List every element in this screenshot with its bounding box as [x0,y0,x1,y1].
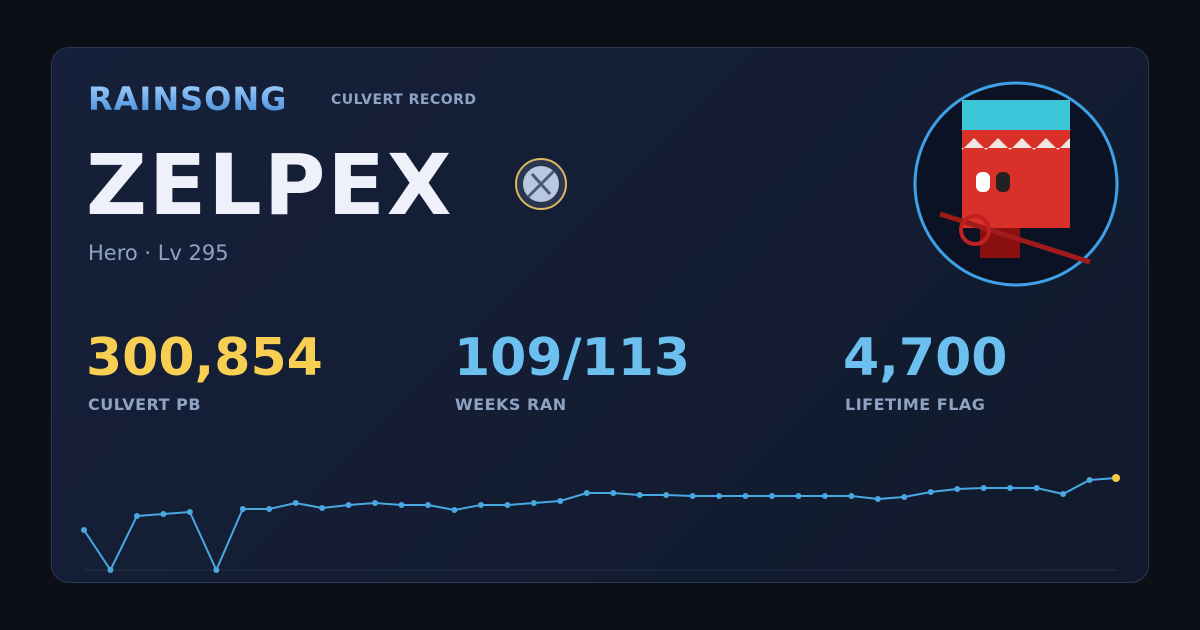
sparkline-point [239,505,246,512]
sparkline-point [848,492,855,499]
sparkline-point [160,511,167,518]
stat-label: WEEKS RAN [455,395,567,414]
sparkline-point [266,505,273,512]
sparkline-point [610,490,617,497]
sparkline-point [425,501,431,508]
sparkline-point [901,494,908,501]
sparkline-point [477,501,484,508]
sparkline-point [372,500,379,507]
brand: RAINSONG [88,80,288,118]
sparkline-point [1112,474,1120,482]
sparkline-point [319,505,326,512]
stat-value: 300,854 [86,328,323,388]
sparkline-point [689,492,696,499]
emblem [515,158,567,210]
sparkline-point [583,490,590,497]
sparkline-point [1033,485,1040,492]
sparkline-point [1060,491,1067,498]
player-name: ZELPEX [86,136,454,234]
sparkline-point [133,512,140,519]
sparkline-point [821,492,828,499]
sparkline-point [795,492,802,499]
stat-label: CULVERT PB [88,395,202,414]
sparkline [83,477,1117,573]
sparkline-point [742,492,749,499]
sparkline-point [292,500,299,507]
sparkline-point [636,491,643,498]
sparkline-point [186,508,193,515]
sparkline-point [663,491,670,498]
player-info: Hero · Lv 295 [88,241,229,265]
avatar [913,81,1119,287]
sparkline-point [874,495,881,502]
sparkline-point [927,488,934,495]
sparkline-point [954,485,961,492]
sparkline-point [716,492,723,499]
stat-value: 109/113 [454,328,691,388]
sparkline-point [107,567,114,573]
sparkline-point [213,567,220,573]
stat-value: 4,700 [843,328,1008,388]
sparkline-point [530,500,537,507]
stat-label: LIFETIME FLAG [845,395,986,414]
sparkline-point [398,501,405,508]
sparkline-point [1086,477,1093,484]
sparkline-point [980,485,987,492]
sparkline-point [557,498,564,505]
sparkline-point [504,501,511,508]
sparkline-point [451,507,458,514]
subtitle: CULVERT RECORD [331,92,477,108]
sparkline-point [81,527,87,534]
sparkline-point [1007,485,1014,492]
sparkline-point [345,501,352,508]
sparkline-point [769,492,775,499]
